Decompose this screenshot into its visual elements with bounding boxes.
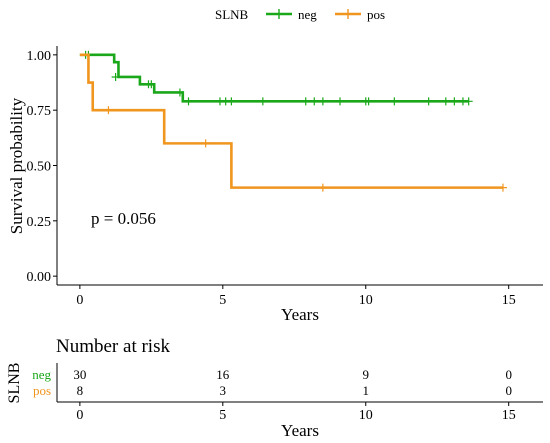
risk-count-pos: 8 xyxy=(77,383,84,398)
risk-row-label-neg: neg xyxy=(32,367,51,382)
censor-mark-neg xyxy=(464,97,473,106)
y-tick-label: 0.25 xyxy=(27,215,52,230)
legend-label-pos: pos xyxy=(367,7,385,22)
risk-x-tick-label: 15 xyxy=(502,408,516,423)
risk-count-neg: 0 xyxy=(505,367,512,382)
censor-mark-neg xyxy=(184,97,193,106)
risk-x-tick-label: 0 xyxy=(76,408,83,423)
censor-mark-neg xyxy=(390,97,399,106)
y-tick-label: 0.00 xyxy=(27,270,52,285)
p-value-annotation: p = 0.056 xyxy=(91,209,156,228)
y-axis-label: Survival probability xyxy=(7,97,26,234)
x-axis-label: Years xyxy=(281,305,319,324)
survival-plot: 0.00 0.25 0.50 0.75 1.00 0 5 10 15 Survival pro… xyxy=(7,46,543,324)
x-tick-label: 5 xyxy=(219,293,226,308)
survival-curve-neg xyxy=(79,53,469,103)
censor-mark-neg xyxy=(441,97,450,106)
censor-mark-neg xyxy=(450,97,459,106)
risk-table-title: Number at risk xyxy=(56,336,170,357)
censor-mark-pos xyxy=(201,139,210,148)
legend-key-neg xyxy=(266,9,292,19)
censor-mark-neg xyxy=(301,97,310,106)
risk-count-neg: 16 xyxy=(216,367,230,382)
censor-mark-neg xyxy=(424,97,433,106)
censor-mark-neg xyxy=(111,72,120,81)
risk-count-neg: 30 xyxy=(73,367,86,382)
censor-mark-pos xyxy=(498,183,507,192)
censor-mark-neg xyxy=(147,80,156,89)
censor-mark-neg xyxy=(175,88,184,97)
censor-mark-pos xyxy=(318,183,327,192)
y-tick-label: 0.75 xyxy=(27,104,52,119)
censor-mark-neg xyxy=(336,97,345,106)
risk-x-tick-label: 10 xyxy=(359,408,373,423)
y-tick-label: 0.50 xyxy=(27,160,52,175)
censor-mark-neg xyxy=(310,97,319,106)
legend-title: SLNB xyxy=(215,7,249,22)
risk-x-tick-label: 5 xyxy=(219,408,226,423)
x-tick-label: 10 xyxy=(359,293,373,308)
censor-mark-neg xyxy=(318,97,327,106)
legend: SLNB neg pos xyxy=(215,7,385,22)
legend-key-pos xyxy=(335,9,361,19)
x-tick-label: 15 xyxy=(502,293,516,308)
risk-y-axis-label: SLNB xyxy=(6,363,23,404)
censor-mark-pos xyxy=(104,106,113,115)
risk-count-pos: 0 xyxy=(505,383,512,398)
y-tick-label: 1.00 xyxy=(27,49,52,64)
legend-label-neg: neg xyxy=(298,7,317,22)
x-tick-label: 0 xyxy=(76,293,83,308)
censor-mark-neg xyxy=(258,97,267,106)
censor-mark-neg xyxy=(227,97,236,106)
risk-count-pos: 1 xyxy=(363,383,370,398)
risk-row-label-pos: pos xyxy=(33,383,51,398)
risk-x-axis-label: Years xyxy=(281,421,319,440)
risk-count-neg: 9 xyxy=(363,367,370,382)
survival-curve-pos xyxy=(79,53,503,189)
censor-mark-neg xyxy=(364,97,373,106)
risk-count-pos: 3 xyxy=(220,383,227,398)
